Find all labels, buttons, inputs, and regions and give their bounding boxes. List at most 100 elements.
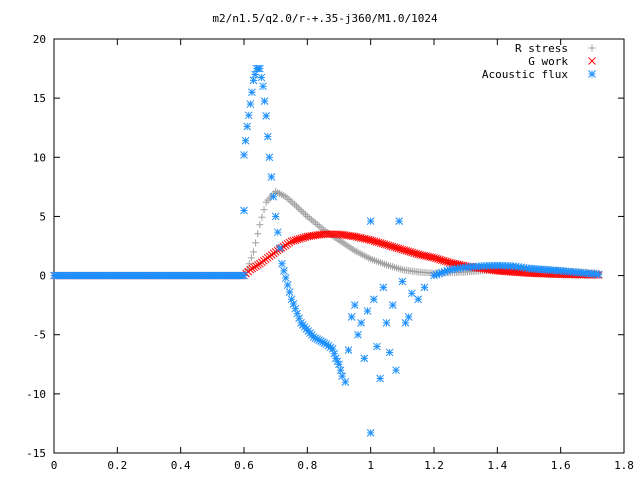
data-point: [366, 429, 375, 437]
data-point: [366, 217, 375, 226]
data-point: [327, 230, 335, 239]
data-point: [528, 269, 537, 278]
data-point: [262, 112, 271, 120]
data-point: [298, 207, 306, 215]
data-point: [338, 372, 347, 380]
data-point: [271, 212, 280, 221]
data-point: [254, 261, 262, 269]
legend-label-g-work: G work: [528, 55, 568, 68]
data-point: [594, 270, 603, 279]
y-tick-label: 0: [39, 270, 46, 283]
data-point: [285, 288, 294, 296]
data-point: [247, 254, 255, 262]
chart-title: m2/n1.5/q2.0/r-+.35-j360/M1.0/1024: [212, 12, 438, 25]
y-tick-label: 15: [33, 92, 46, 105]
data-point: [319, 230, 328, 239]
x-tick-label: 1.4: [487, 459, 507, 472]
legend-marker-g-work: [588, 57, 596, 65]
data-point: [325, 230, 333, 239]
legend-label-acoustic-flux: Acoustic flux: [482, 68, 568, 81]
data-point: [243, 122, 252, 131]
data-point: [251, 70, 259, 79]
data-point: [350, 301, 359, 309]
axes: 0 0.2 0.4 0.6 0.8 1 1.2 1.4 1.6 1.8 -15 -10 -5 0 5 10 15…: [26, 33, 634, 472]
data-point: [328, 345, 337, 353]
data-point: [260, 97, 269, 105]
data-point: [292, 202, 300, 210]
data-point: [291, 201, 299, 209]
x-tick-label: 0.2: [107, 459, 127, 472]
data-point: [252, 262, 260, 270]
data-point: [285, 196, 293, 204]
data-point: [240, 271, 248, 280]
data-point: [376, 374, 385, 383]
data-point: [369, 295, 378, 304]
legend-marker-r-stress: [588, 44, 596, 52]
data-point: [363, 307, 372, 315]
data-point: [407, 289, 416, 298]
data-point: [252, 239, 260, 247]
data-point: [258, 213, 266, 221]
data-point: [329, 230, 337, 239]
data-point: [260, 206, 268, 214]
data-point: [395, 217, 404, 226]
data-point: [240, 151, 248, 159]
data-point: [267, 173, 276, 181]
data-point: [331, 230, 339, 239]
data-point: [256, 221, 264, 229]
data-point: [385, 348, 394, 357]
data-point: [388, 301, 397, 309]
data-point: [248, 264, 257, 273]
data-point: [300, 209, 308, 217]
data-point: [254, 230, 262, 238]
x-tick-label: 1.8: [614, 459, 634, 472]
legend-label-r-stress: R stress: [515, 42, 568, 55]
data-point: [357, 319, 366, 327]
y-tick-label: -15: [26, 447, 46, 460]
data-point: [250, 248, 257, 256]
data-point: [246, 100, 255, 108]
data-point: [250, 263, 258, 272]
data-point: [330, 349, 339, 358]
data-point: [257, 73, 266, 82]
data-point: [404, 313, 413, 321]
data-point: [379, 283, 388, 292]
data-point: [280, 266, 288, 275]
y-tick-label: 10: [33, 151, 46, 164]
x-tick-label: 1.2: [424, 459, 444, 472]
data-point: [244, 111, 253, 120]
data-point: [398, 277, 407, 286]
data-point: [336, 366, 345, 375]
data-point: [287, 197, 295, 205]
data-point: [246, 265, 255, 274]
x-tick-label: 0: [51, 459, 58, 472]
data-point: [259, 82, 267, 91]
data-point: [354, 330, 362, 339]
data-point: [294, 204, 302, 212]
y-tick-label: 20: [33, 33, 46, 46]
series-acoustic-flux: [50, 64, 603, 437]
x-tick-label: 1.6: [551, 459, 571, 472]
data-point: [392, 366, 400, 375]
data-point: [276, 244, 284, 252]
data-point: [269, 192, 278, 201]
data-point: [249, 76, 258, 85]
data-point: [420, 283, 429, 292]
data-point: [265, 153, 274, 162]
y-tick-label: -5: [33, 329, 46, 342]
data-point: [281, 274, 290, 282]
data-point: [382, 319, 391, 327]
x-tick-label: 0.6: [234, 459, 254, 472]
data-point: [341, 378, 350, 386]
x-tick-label: 1: [367, 459, 374, 472]
data-point: [278, 259, 286, 268]
x-tick-label: 0.4: [171, 459, 191, 472]
data-point: [335, 360, 343, 369]
data-point: [283, 281, 292, 289]
data-point: [273, 228, 282, 237]
data-point: [241, 136, 250, 145]
data-point: [373, 342, 381, 351]
data-point: [321, 230, 329, 239]
